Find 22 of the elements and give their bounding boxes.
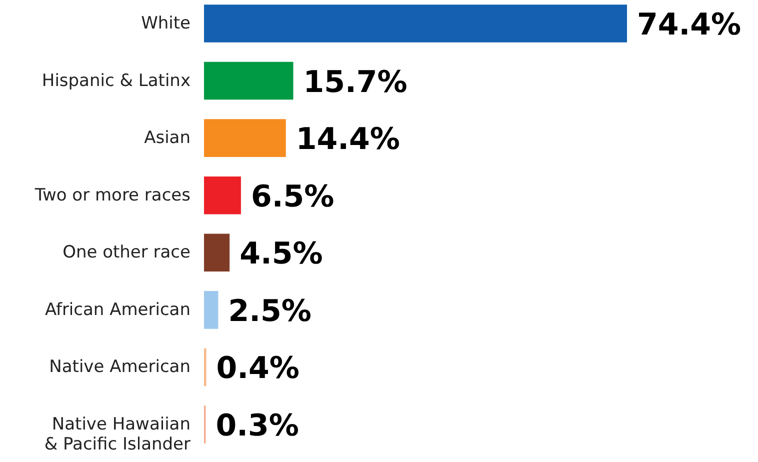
data-label: 14.4% [296, 122, 400, 158]
y-tick-label: Native American [49, 357, 190, 378]
bar [204, 4, 627, 42]
y-tick-label: White [141, 13, 190, 34]
bar [204, 62, 294, 100]
y-tick-label: African American [44, 300, 190, 320]
y-tick-label: Native Hawaiian & Pacific Islander [44, 414, 191, 455]
data-label: 2.5% [228, 294, 312, 329]
data-label: 4.5% [240, 236, 323, 272]
y-tick-label: Hispanic & Latinx [42, 70, 190, 91]
bar [204, 234, 230, 272]
bar [204, 291, 218, 329]
data-label: 0.3% [216, 408, 299, 444]
data-label: 74.4% [637, 7, 742, 42]
data-label: 0.4% [216, 351, 300, 386]
y-tick-label: Asian [144, 128, 190, 148]
y-tick-label: One other race [62, 242, 190, 263]
data-label: 6.5% [250, 179, 334, 214]
data-label: 15.7% [303, 64, 408, 100]
y-tick-label: Two or more races [34, 185, 191, 206]
bar [204, 176, 241, 214]
bar [204, 119, 286, 157]
